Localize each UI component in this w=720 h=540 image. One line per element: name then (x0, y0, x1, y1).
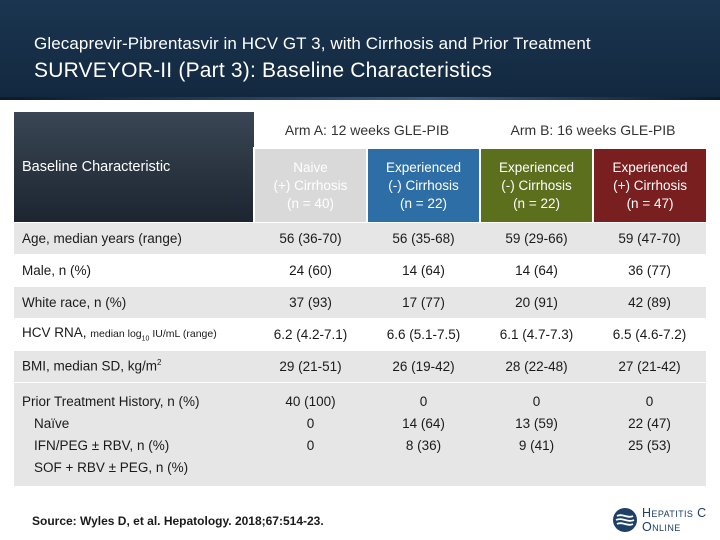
table-row-male: Male, n (%) 24 (60) 14 (64) 14 (64) 36 (… (14, 253, 707, 286)
group-header-row: Naive (+) Cirrhosis (n = 40) Experienced… (14, 148, 707, 222)
row-label: White race, n (%) (14, 285, 254, 318)
table-row-prior-treatment: Prior Treatment History, n (%) Naïve IFN… (14, 381, 707, 486)
source-citation: Source: Wyles D, et al. Hepatology. 2018… (32, 514, 324, 528)
group-status: Experienced (612, 160, 688, 176)
group-cirrhosis: (-) Cirrhosis (388, 178, 459, 194)
prior-values-col: 40 (100) 0 0 (254, 381, 367, 486)
group-cirrhosis: (+) Cirrhosis (273, 178, 348, 194)
arm-header-row: Baseline Characteristic Arm A: 12 weeks … (14, 112, 707, 222)
prior-item-label: Naïve (34, 415, 70, 431)
arm-a-header: Arm A: 12 weeks GLE-PIB (254, 112, 481, 149)
logo-line-1: Hepatitis C (642, 506, 707, 520)
group-status: Naive (293, 160, 328, 176)
row-label: Age, median years (range) (14, 221, 254, 254)
logo-text: Hepatitis C Online (642, 506, 707, 534)
table-cell: 6.5 (4.6-7.2) (593, 317, 707, 350)
row-label-superscript: 2 (157, 358, 162, 368)
prior-values-col: 0 13 (59) 9 (41) (480, 381, 594, 486)
group-header-exp-no-cirrhosis-a: Experienced (-) Cirrhosis (n = 22) (365, 148, 481, 222)
table-cell: 24 (60) (254, 253, 367, 286)
group-status: Experienced (498, 160, 575, 176)
table-cell: 6.6 (5.1-7.5) (367, 317, 481, 350)
title-banner: Glecaprevir-Pibrentasvir in HCV GT 3, wi… (0, 0, 720, 100)
table-cell: 0 (419, 393, 428, 409)
table-cell: 37 (93) (254, 285, 367, 318)
group-n: (n = 22) (513, 196, 560, 212)
logo-mark-icon (613, 508, 637, 532)
row-label-subscript: 10 (141, 335, 150, 343)
table-cell: 9 (41) (518, 437, 555, 453)
group-status: Experienced (385, 160, 462, 176)
table-cell: 22 (47) (628, 415, 671, 431)
banner-rule (0, 97, 720, 100)
table-cell: 13 (59) (515, 415, 558, 431)
table-cell: 40 (100) (285, 393, 336, 409)
prior-values-col: 0 14 (64) 8 (36) (367, 381, 481, 486)
table-row-hcv-rna: HCV RNA, median log10 IU/mL (range) 6.2 … (14, 317, 707, 350)
table-row-age: Age, median years (range) 56 (36-70) 56 … (14, 221, 707, 254)
slide-subtitle: Glecaprevir-Pibrentasvir in HCV GT 3, wi… (34, 34, 591, 53)
table-cell: 28 (22-48) (480, 349, 594, 382)
table-cell: 0 (645, 393, 654, 409)
group-cirrhosis: (-) Cirrhosis (501, 178, 572, 194)
table-row-bmi: BMI, median SD, kg/m2 29 (21-51) 26 (19-… (14, 349, 707, 382)
row-label: BMI, median SD, kg/m2 (14, 349, 254, 382)
table-cell: 6.1 (4.7-7.3) (480, 317, 594, 350)
table-cell: 0 (532, 393, 541, 409)
table-cell: 59 (29-66) (480, 221, 594, 254)
group-cirrhosis: (+) Cirrhosis (613, 178, 687, 194)
group-header-exp-cirrhosis: Experienced (+) Cirrhosis (n = 47) (592, 148, 707, 222)
table-row-white-race: White race, n (%) 37 (93) 17 (77) 20 (91… (14, 285, 707, 318)
prior-treatment-title: Prior Treatment History, n (%) (22, 393, 200, 409)
table-cell: 17 (77) (367, 285, 481, 318)
group-n: (n = 22) (400, 196, 447, 212)
prior-values-col: 0 22 (47) 25 (53) (593, 381, 707, 486)
table-cell: 20 (91) (480, 285, 594, 318)
arm-b-header: Arm B: 16 weeks GLE-PIB (480, 112, 707, 149)
table-cell: 14 (64) (480, 253, 594, 286)
slide-title: SURVEYOR-II (Part 3): Baseline Character… (34, 59, 493, 82)
table-cell: 42 (89) (593, 285, 707, 318)
table-cell: 56 (35-68) (367, 221, 481, 254)
logo-line-2: Online (642, 520, 681, 534)
table-cell: 6.2 (4.2-7.1) (254, 317, 367, 350)
table-cell: 25 (53) (628, 437, 671, 453)
group-n: (n = 47) (626, 196, 674, 212)
prior-item-label: IFN/PEG ± RBV, n (%) (34, 437, 170, 453)
group-header-naive-cirrhosis: Naive (+) Cirrhosis (n = 40) (253, 148, 367, 222)
table-cell: 0 (306, 437, 315, 453)
row-label-unit: IU/mL (range) (149, 328, 217, 341)
row-label-main: HCV RNA, (22, 325, 91, 341)
hepatitis-c-online-logo: Hepatitis C Online (612, 506, 712, 536)
row-label-main: BMI, median SD, kg/m (22, 358, 158, 374)
table-cell: 27 (21-42) (593, 349, 707, 382)
baseline-table: Baseline Characteristic Arm A: 12 weeks … (14, 112, 707, 486)
prior-treatment-labels: Prior Treatment History, n (%) Naïve IFN… (14, 381, 254, 486)
table-cell: 29 (21-51) (254, 349, 367, 382)
table-cell: 14 (64) (402, 415, 445, 431)
table-cell: 8 (36) (405, 437, 442, 453)
label-column-header: Baseline Characteristic (14, 112, 254, 222)
prior-item-label: SOF + RBV ± PEG, n (%) (34, 459, 189, 475)
row-label-detail: median log (90, 328, 142, 341)
group-n: (n = 40) (287, 196, 334, 212)
row-label: Male, n (%) (14, 253, 254, 286)
table-cell: 36 (77) (593, 253, 707, 286)
table-cell: 56 (36-70) (254, 221, 367, 254)
table-cell: 26 (19-42) (367, 349, 481, 382)
row-label: HCV RNA, median log10 IU/mL (range) (14, 317, 254, 350)
table-cell: 59 (47-70) (593, 221, 707, 254)
table-cell: 14 (64) (367, 253, 481, 286)
table-cell: 0 (306, 415, 315, 431)
group-header-exp-no-cirrhosis-b: Experienced (-) Cirrhosis (n = 22) (479, 148, 594, 222)
